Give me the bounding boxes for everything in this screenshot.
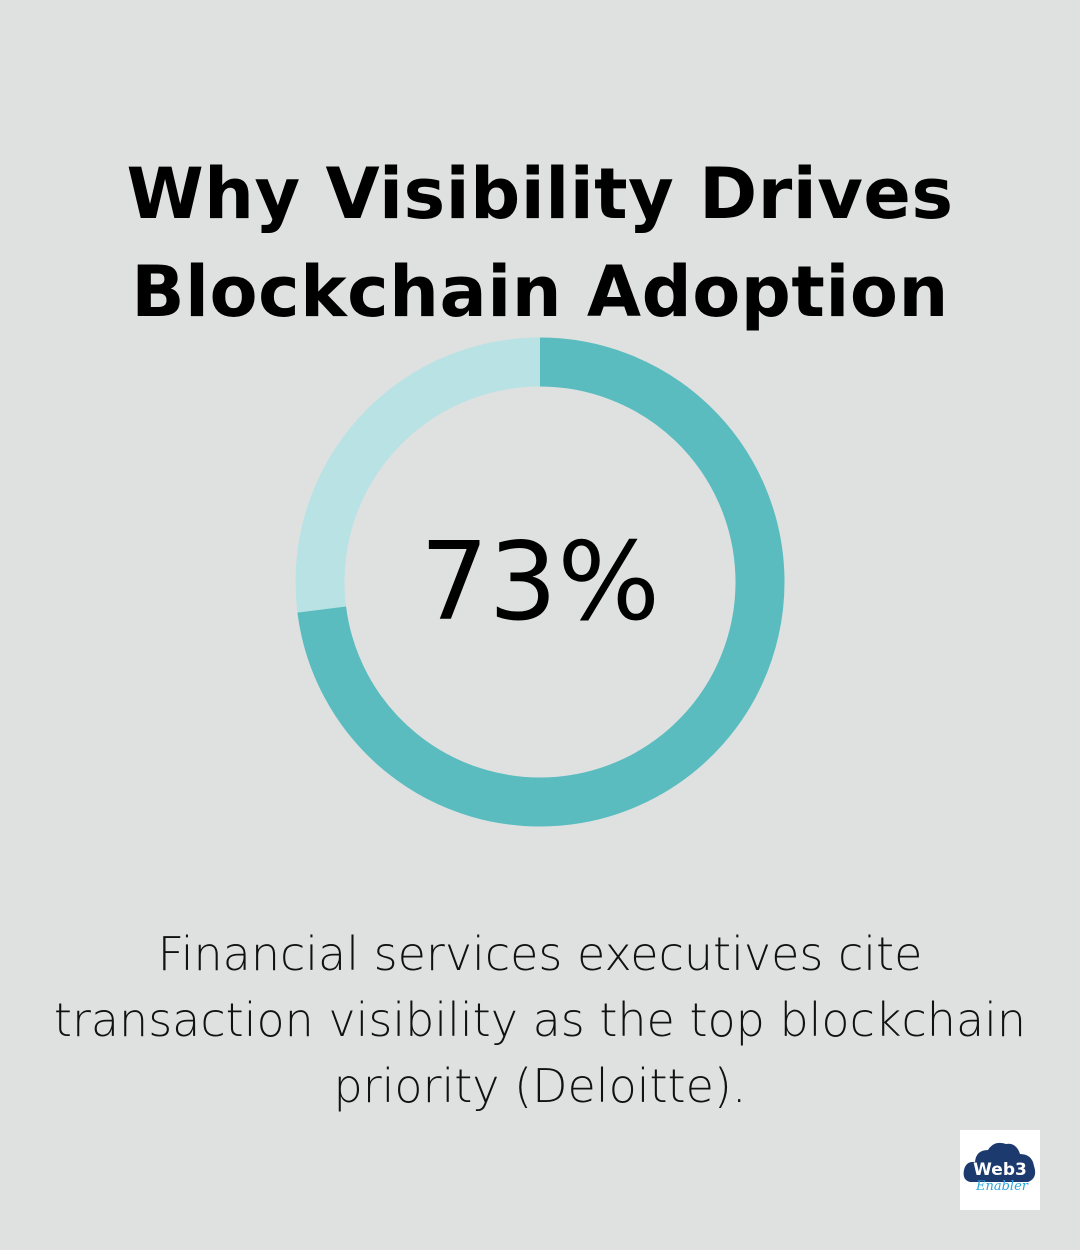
caption: Financial services executives cite trans… [53,927,1027,1113]
page-title: Why Visibility Drives Blockchain Adoptio… [126,152,954,333]
cloud-logo-icon: Web3 Enabler [963,1142,1036,1194]
web3-enabler-logo: Web3 Enabler [960,1130,1040,1210]
svg-text:Web3: Web3 [973,1160,1027,1180]
donut-value-slice [297,337,785,827]
center-value-label: 73% [419,519,661,645]
donut-chart [295,337,785,827]
svg-text:Enabler: Enabler [975,1179,1029,1194]
